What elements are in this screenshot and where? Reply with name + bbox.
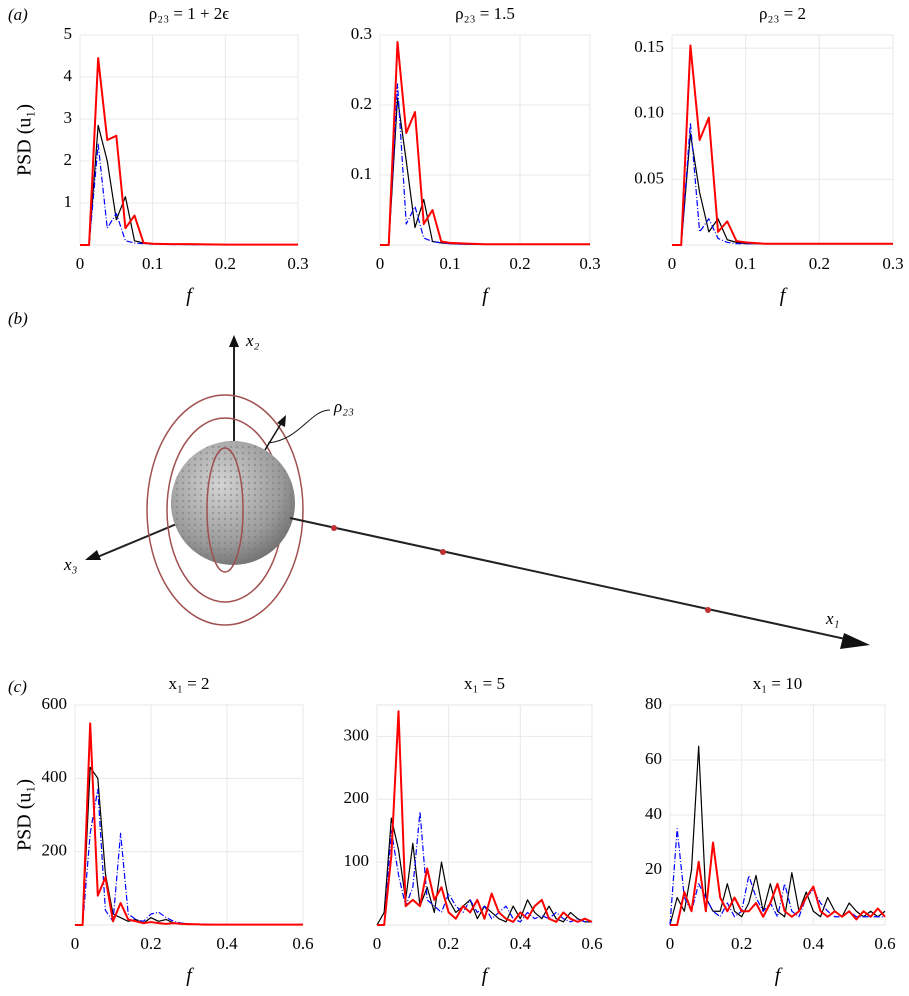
- series-line: [669, 745, 886, 926]
- y-tick-label: 0.1: [351, 164, 372, 183]
- x-axis-label: f: [186, 285, 194, 307]
- x-axis-label: f: [186, 965, 194, 987]
- chart-title: x₁ = 10: [753, 674, 803, 693]
- series-line: [376, 817, 592, 926]
- y-tick-label: 3: [64, 108, 73, 127]
- x1-arrow: [840, 633, 870, 649]
- y-tick-label: 0.15: [634, 37, 664, 56]
- x-tick-label: 0.1: [142, 254, 163, 273]
- x-tick-label: 0.2: [731, 934, 752, 953]
- x-tick-label: 0: [666, 934, 675, 953]
- probe: [440, 549, 446, 555]
- axis-label: x₃: [63, 555, 78, 574]
- x-tick-label: 0: [668, 254, 677, 273]
- x-tick-label: 0: [71, 934, 80, 953]
- rho-label: ρ₂₃: [333, 397, 354, 416]
- plot-area: [376, 704, 593, 926]
- y-tick-label: 0.2: [351, 94, 372, 113]
- series-line: [377, 811, 592, 926]
- panel-label: (a): [8, 5, 28, 24]
- x-tick-label: 0.1: [735, 254, 756, 273]
- y-tick-label: 60: [645, 749, 662, 768]
- y-tick-label: 80: [645, 694, 662, 713]
- chart-title: ρ₂₃ = 1 + 2ϵ: [149, 4, 230, 23]
- series-line: [670, 841, 886, 926]
- y-tick-label: 200: [344, 788, 370, 807]
- x1-axis: [289, 517, 851, 641]
- series-line: [80, 124, 298, 246]
- x-tick-label: 0.2: [509, 254, 530, 273]
- y-tick-label: 40: [645, 804, 662, 823]
- x-tick-label: 0.4: [216, 934, 238, 953]
- x-axis-label: f: [780, 285, 788, 307]
- x-tick-label: 0.4: [510, 934, 532, 953]
- chart-title: x₁ = 5: [464, 674, 505, 693]
- rho-arrow: [264, 421, 283, 451]
- sphere-texture: [171, 441, 295, 565]
- x-tick-label: 0.3: [287, 254, 308, 273]
- y-axis-label: PSD (u₁): [14, 779, 36, 851]
- x-tick-label: 0.2: [809, 254, 830, 273]
- x-tick-label: 0: [76, 254, 85, 273]
- rho-leader: [267, 409, 331, 444]
- x-tick-label: 0.1: [439, 254, 460, 273]
- x3-arrow: [85, 550, 101, 560]
- panel-label: (c): [8, 677, 27, 696]
- y-tick-label: 2: [64, 150, 73, 169]
- chart-title: x₁ = 2: [168, 674, 209, 693]
- series-line: [380, 41, 590, 246]
- x-tick-label: 0.2: [140, 934, 161, 953]
- x2-arrow: [229, 335, 239, 347]
- y-tick-label: 200: [42, 841, 68, 860]
- x-tick-label: 0.4: [803, 934, 825, 953]
- series-line: [669, 828, 885, 926]
- axis-label: x₁: [825, 609, 839, 628]
- x-tick-label: 0.2: [215, 254, 236, 273]
- y-tick-label: 0.10: [634, 103, 664, 122]
- x-tick-label: 0: [373, 934, 382, 953]
- series-line: [672, 132, 893, 246]
- rho-arrow-head: [277, 415, 286, 427]
- series-line: [380, 83, 590, 246]
- y-tick-label: 600: [42, 694, 68, 713]
- x-tick-label: 0.6: [581, 934, 602, 953]
- x-tick-label: 0: [376, 254, 385, 273]
- x-axis-label: f: [775, 965, 783, 987]
- y-tick-label: 0.05: [634, 168, 664, 187]
- x-tick-label: 0.6: [874, 934, 895, 953]
- chart-title: ρ₂₃ = 2: [759, 4, 806, 23]
- y-tick-label: 300: [344, 725, 370, 744]
- y-tick-label: 20: [645, 859, 662, 878]
- diagram: x₂ ρ₂₃ x₃ x₁: [63, 331, 870, 649]
- y-tick-label: 400: [42, 767, 68, 786]
- series-line: [377, 710, 593, 926]
- probe: [331, 525, 337, 531]
- x-tick-label: 0.3: [579, 254, 600, 273]
- y-tick-label: 0.3: [351, 24, 372, 43]
- x-tick-label: 0.2: [438, 934, 459, 953]
- y-tick-label: 5: [64, 24, 73, 43]
- series-line: [75, 722, 303, 926]
- axis-label: x₂: [245, 331, 260, 350]
- series-line: [672, 122, 893, 246]
- x-axis-label: f: [482, 285, 490, 307]
- chart-title: ρ₂₃ = 1.5: [455, 4, 515, 23]
- y-tick-label: 1: [64, 192, 73, 211]
- y-tick-label: 100: [344, 851, 370, 870]
- x-tick-label: 0.6: [292, 934, 313, 953]
- x-axis-label: f: [482, 965, 490, 987]
- ring: [206, 447, 244, 573]
- y-tick-label: 4: [64, 66, 73, 85]
- series-line: [80, 57, 298, 246]
- plot-area: [79, 34, 299, 246]
- panel-label: (b): [8, 309, 28, 328]
- probe: [705, 607, 711, 613]
- ring: [146, 394, 304, 626]
- series-line: [672, 44, 893, 246]
- y-axis-label: PSD (u₁): [14, 104, 36, 176]
- x-tick-label: 0.3: [882, 254, 903, 273]
